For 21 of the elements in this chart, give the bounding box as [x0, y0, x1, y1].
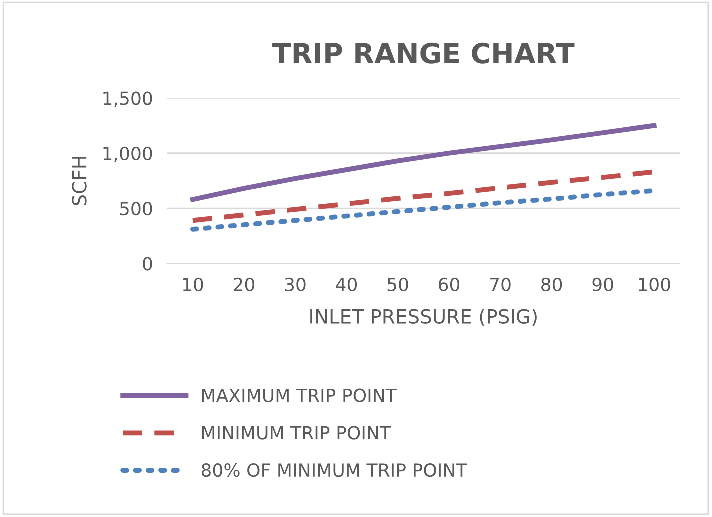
x-tick-label: 100: [639, 278, 670, 292]
y-tick-label: 1,000: [104, 146, 152, 162]
x-tick-label: 90: [592, 278, 614, 292]
line-series: [190, 123, 657, 202]
y-axis-title: SCFH: [72, 157, 87, 206]
x-tick-label: 20: [234, 278, 255, 292]
x-tick-label: 50: [388, 278, 408, 292]
x-axis-title: INLET PRESSURE (PSIG): [310, 308, 537, 326]
chart-title: TRIP RANGE CHART: [272, 42, 575, 64]
y-tick-label: 500: [120, 202, 152, 216]
legend-label: MINIMUM TRIP POINT: [202, 426, 392, 440]
x-tick-label: 10: [183, 278, 204, 292]
x-tick-label: 70: [490, 278, 511, 292]
x-tick-label: 60: [439, 278, 460, 292]
legend-label: 80% OF MINIMUM TRIP POINT: [202, 463, 468, 478]
x-tick-label: 30: [285, 278, 306, 292]
x-tick-label: 40: [336, 278, 358, 292]
y-tick-label: 1,500: [104, 92, 152, 108]
x-tick-label: 80: [542, 278, 562, 292]
legend-label: MAXIMUM TRIP POINT: [202, 388, 397, 402]
y-tick-label: 0: [143, 257, 152, 271]
